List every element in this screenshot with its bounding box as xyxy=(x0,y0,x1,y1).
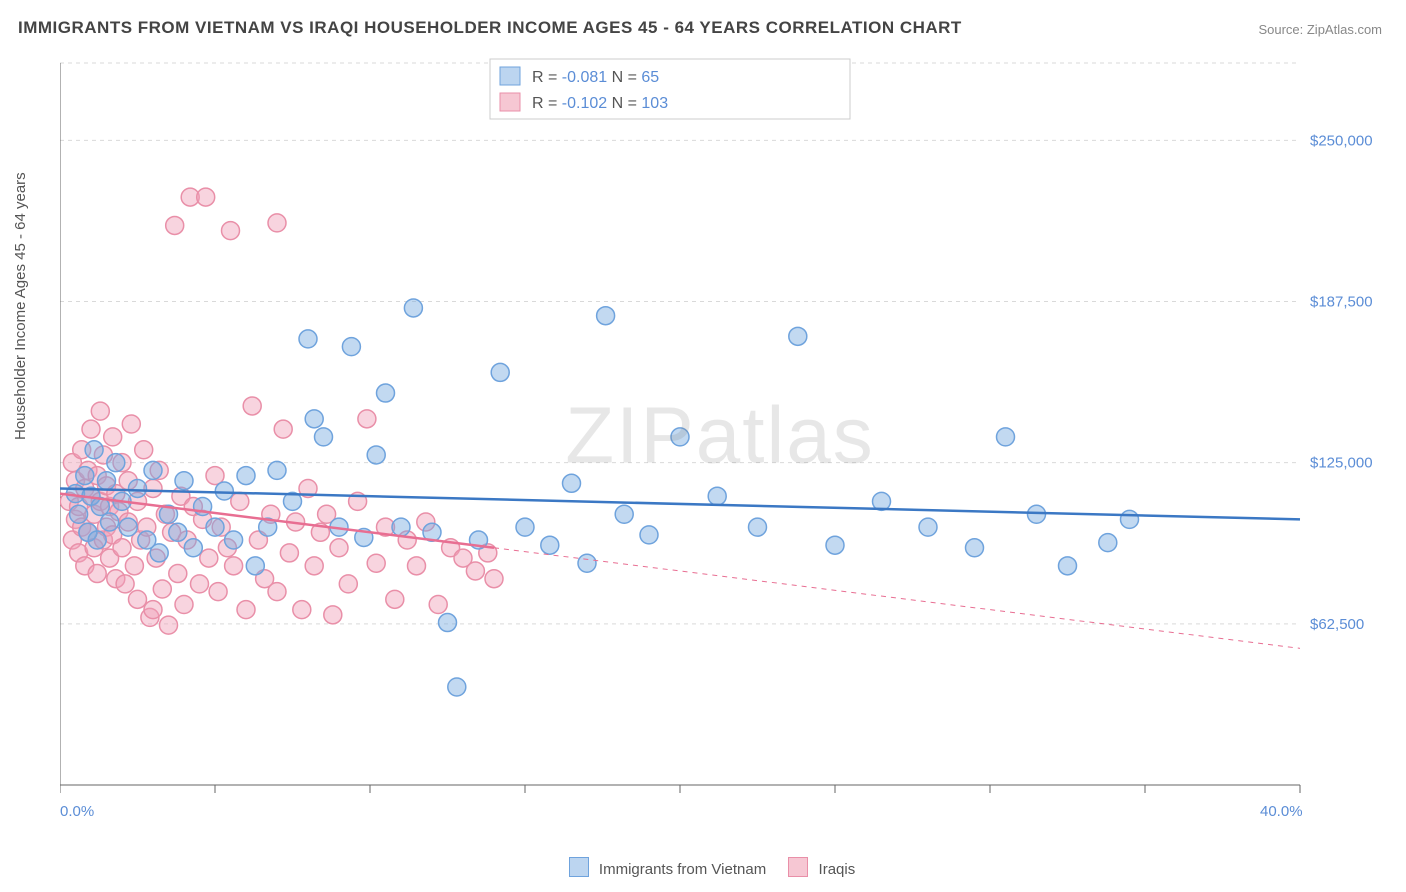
svg-text:$125,000: $125,000 xyxy=(1310,455,1373,472)
plot-area: $62,500 $125,000 $187,500 $250,000 R = -0.08… xyxy=(60,55,1380,825)
chart-title: IMMIGRANTS FROM VIETNAM VS IRAQI HOUSEHO… xyxy=(18,18,962,38)
legend-swatch-vietnam xyxy=(569,857,589,877)
svg-text:R = -0.081 N = 65: R = -0.081 N = 65 xyxy=(532,69,659,86)
legend-label-vietnam: Immigrants from Vietnam xyxy=(599,861,766,878)
legend-swatch-iraqis xyxy=(788,857,808,877)
svg-text:$250,000: $250,000 xyxy=(1310,132,1373,149)
y-axis-label: Householder Income Ages 45 - 64 years xyxy=(12,172,29,440)
chart-container: IMMIGRANTS FROM VIETNAM VS IRAQI HOUSEHO… xyxy=(0,0,1406,892)
svg-text:R = -0.102 N = 103: R = -0.102 N = 103 xyxy=(532,95,668,112)
x-axis-min-label: 0.0% xyxy=(60,803,94,820)
legend-label-iraqis: Iraqis xyxy=(819,861,856,878)
source-attribution: Source: ZipAtlas.com xyxy=(1258,22,1382,37)
chart-svg: $62,500 $125,000 $187,500 $250,000 R = -0.08… xyxy=(60,55,1380,825)
svg-text:$62,500: $62,500 xyxy=(1310,616,1364,633)
x-axis-max-label: 40.0% xyxy=(1260,803,1303,820)
svg-text:$187,500: $187,500 xyxy=(1310,294,1373,311)
legend-bottom: Immigrants from Vietnam Iraqis xyxy=(0,857,1406,878)
